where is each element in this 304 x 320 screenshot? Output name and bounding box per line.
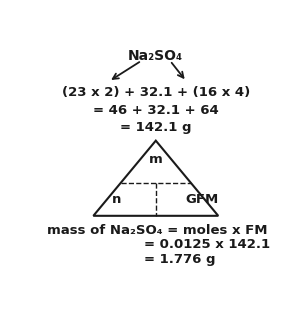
Text: = 46 + 32.1 + 64: = 46 + 32.1 + 64 [93,104,219,117]
Text: n: n [112,193,121,206]
Text: = 142.1 g: = 142.1 g [120,121,192,134]
Text: Na₂SO₄: Na₂SO₄ [128,50,183,63]
Text: = 1.776 g: = 1.776 g [144,252,216,266]
Text: mass of Na₂SO₄ = moles x FM: mass of Na₂SO₄ = moles x FM [47,224,268,237]
Text: m: m [149,153,163,166]
Text: GFM: GFM [186,193,219,206]
Text: = 0.0125 x 142.1: = 0.0125 x 142.1 [144,238,270,252]
Text: (23 x 2) + 32.1 + (16 x 4): (23 x 2) + 32.1 + (16 x 4) [62,86,250,100]
